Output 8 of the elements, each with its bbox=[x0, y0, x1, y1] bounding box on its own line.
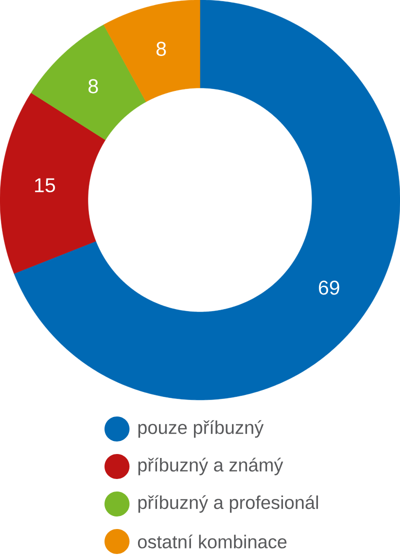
legend-label: ostatní kombinace bbox=[138, 534, 286, 548]
data-label: 8 bbox=[156, 42, 166, 56]
legend-label: příbuzný a profesionál bbox=[138, 495, 318, 513]
data-label: 15 bbox=[35, 178, 55, 192]
legend-label: pouze příbuzný bbox=[138, 420, 264, 438]
data-label: 69 bbox=[318, 280, 340, 295]
legend-label: příbuzný a známý bbox=[138, 458, 284, 476]
data-label: 8 bbox=[88, 79, 98, 94]
